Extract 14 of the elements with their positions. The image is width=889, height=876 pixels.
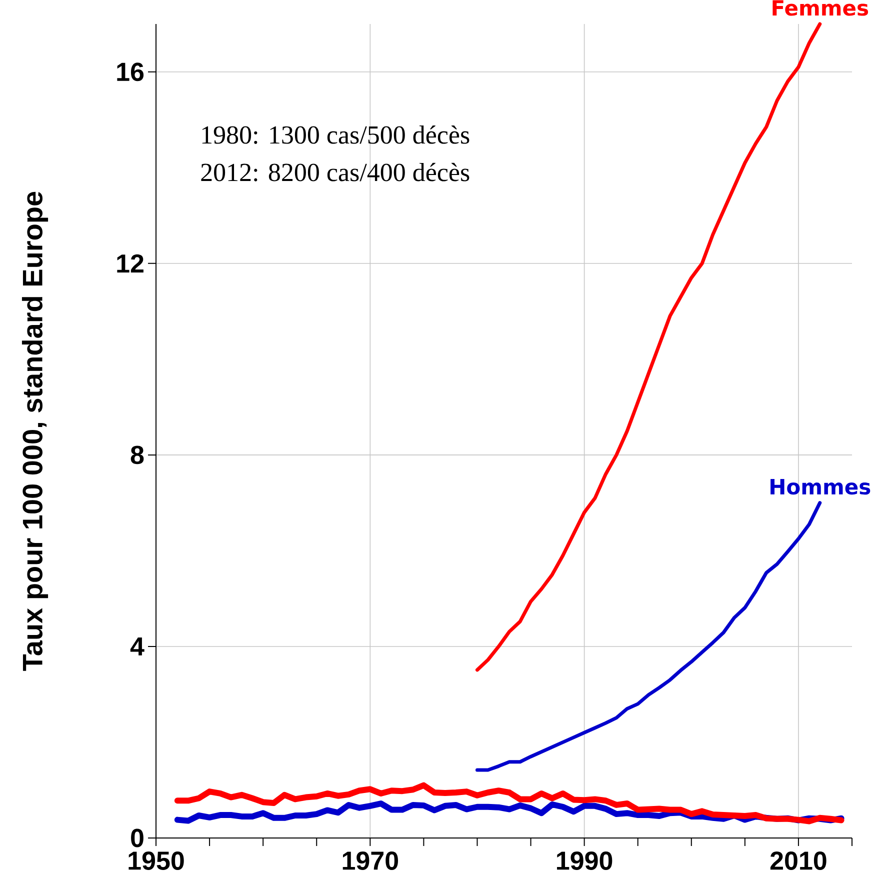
y-tick-label: 0 [131,828,144,848]
y-axis-title: Taux pour 100 000, standard Europe [22,192,48,671]
annotation: 2012: 8200 cas/400 décès [201,162,470,182]
x-tick-label: 1970 [342,852,398,870]
series-label: Hommes [770,479,870,495]
x-tick-label: 1990 [557,852,612,870]
x-tick-label: 2010 [770,852,826,870]
y-tick-label: 16 [117,62,144,82]
series-label: Femmes [772,0,868,16]
y-tick-label: 8 [130,446,144,464]
annotation: 1980: 1300 cas/500 décès [202,125,470,144]
y-tick-label: 4 [130,638,144,656]
y-tick-label: 12 [117,254,144,272]
x-tick-label: 1950 [128,852,184,870]
